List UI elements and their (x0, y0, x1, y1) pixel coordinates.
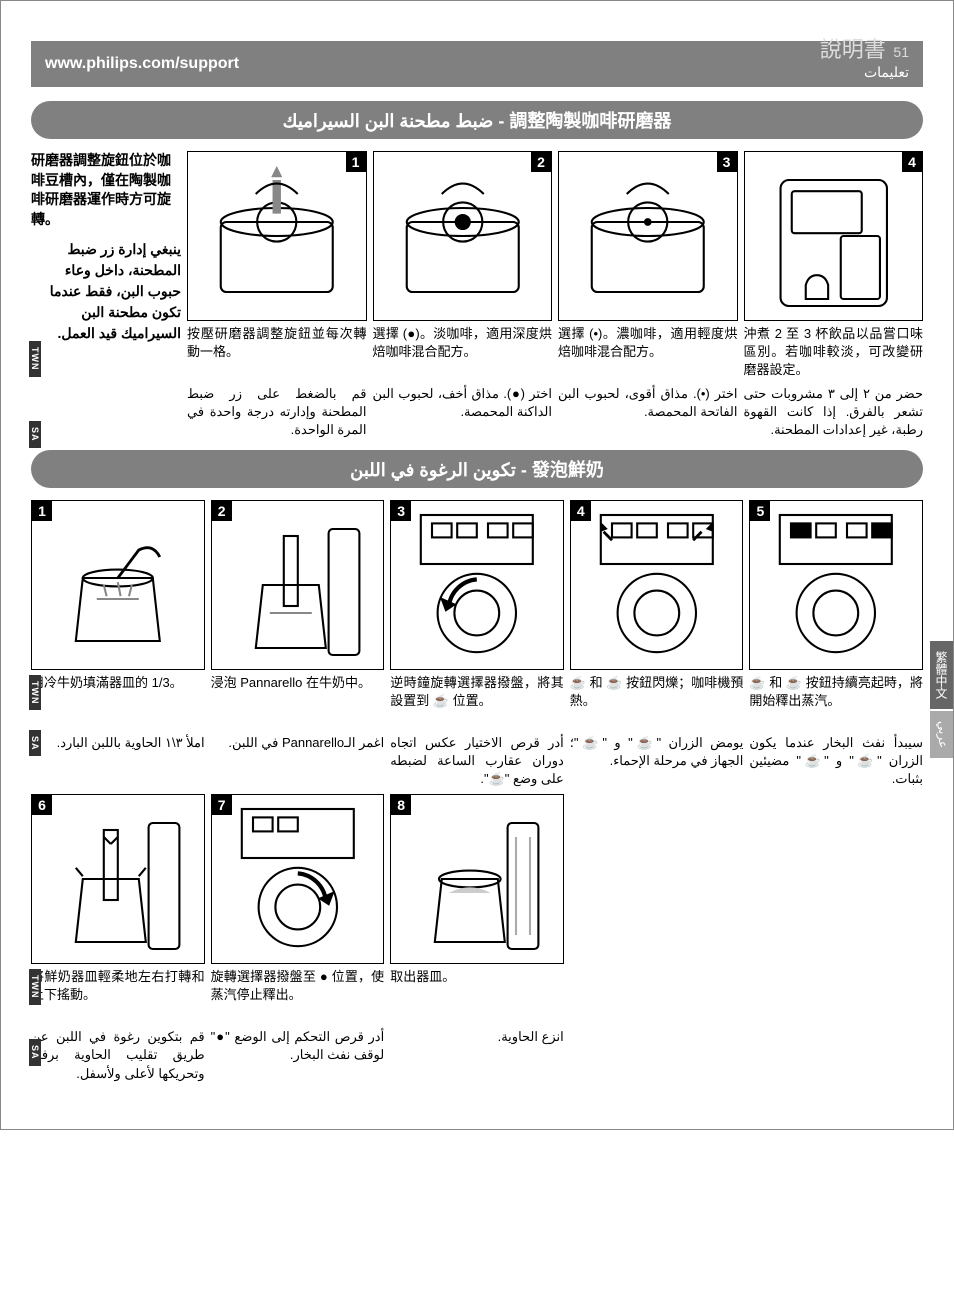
s2-step5-img: 5 (749, 500, 923, 670)
section1-intro-ar: ينبغي إدارة زر ضبط المطحنة، داخل وعاء حب… (31, 239, 181, 344)
step-num: 2 (531, 152, 551, 172)
s2-step5: 5 ☕ 和 ☕ 按鈕持續亮起時，將開始釋出蒸汽。 سيبدأ نفث البخا… (749, 500, 923, 789)
side-tabs: 繁體中文 عربي (930, 641, 953, 760)
cap-zh: ☕ 和 ☕ 按鈕閃爍；咖啡機預熱。 (570, 674, 744, 730)
cap-zh: ☕ 和 ☕ 按鈕持續亮起時，將開始釋出蒸汽。 (749, 674, 923, 730)
section1-intro-col: 研磨器調整旋鈕位於咖啡豆槽內，僅在陶製咖啡研磨器運作時方可旋轉。 ينبغي إ… (31, 151, 181, 344)
cap-zh: 逆時鐘旋轉選擇器撥盤，將其設置到 ☕ 位置。 (390, 674, 564, 730)
step-num: 3 (717, 152, 737, 172)
s1-step4-ar: حضر من ٢ إلى ٣ مشروبات حتى تشعر بالفرق. … (744, 385, 924, 440)
side-tab-zh: 繁體中文 (930, 641, 953, 709)
s2-step2-img: 2 (211, 500, 385, 670)
s1-step2-img: 2 (373, 151, 553, 321)
step-num: 6 (32, 795, 52, 815)
step-num: 5 (750, 501, 770, 521)
cap-ar: أدر قرص الاختيار عكس اتجاه دوران عقارب ا… (390, 734, 564, 789)
cap-zh: 旋轉選擇器撥盤至 ● 位置，使蒸汽停止釋出。 (211, 968, 385, 1024)
s1-step2-zh: 選擇 (●)。淡咖啡，適用深度烘焙咖啡混合配方。 (373, 325, 553, 381)
cap-ar: سيبدأ نفث البخار عندما يكون الزران "☕" و… (749, 734, 923, 789)
s1-step1: 1 按壓研磨器調整旋鈕並每次轉動一格。 قم بالضغط على زر ضبط… (187, 151, 367, 440)
s2-step2: 2 浸泡 Pannarello 在牛奶中。 اغمر الـPannarello… (211, 500, 385, 752)
header-right: 說明書 51 تعليمات (820, 32, 909, 81)
section1-row: TWN SA 研磨器調整旋鈕位於咖啡豆槽內，僅在陶製咖啡研磨器運作時方可旋轉。 … (31, 151, 923, 440)
s2-step6-img: 6 (31, 794, 205, 964)
step-num: 8 (391, 795, 411, 815)
s2-step8-img: 8 (390, 794, 564, 964)
s2-step4: 4 ☕ 和 ☕ 按鈕閃爍；咖啡機預熱。 يومض الزران "☕" و "☕… (570, 500, 744, 770)
s2-step3-img: 3 (390, 500, 564, 670)
s2-step4-img: 4 (570, 500, 744, 670)
cap-zh: 浸泡 Pannarello 在牛奶中。 (211, 674, 385, 730)
cap-zh: 將鮮奶器皿輕柔地左右打轉和上下搖動。 (31, 968, 205, 1024)
s1-step4-zh: 沖煮 2 至 3 杯飲品以品嘗口味區別。若咖啡較淡，可改變研磨器設定。 (744, 325, 924, 381)
section1-title: 調整陶製咖啡研磨器 - ضبط مطحنة البن السيراميك (31, 101, 923, 139)
s2-step1: 1 用冷牛奶填滿器皿的 1/3。 املأ ٣\١ الحاوية باللبن… (31, 500, 205, 752)
s1-step4-img: 4 (744, 151, 924, 321)
s1-step2-ar: اختر (●). مذاق أخف، لحبوب البن الداكنة ا… (373, 385, 553, 421)
cap-zh: 取出器皿。 (390, 968, 564, 1024)
s2-step1-img: 1 (31, 500, 205, 670)
cap-zh: 用冷牛奶填滿器皿的 1/3。 (31, 674, 205, 730)
cap-ar: انزع الحاوية. (390, 1028, 564, 1046)
manual-page: www.philips.com/support 說明書 51 تعليمات 繁… (0, 0, 954, 1130)
section2-title: 發泡鮮奶 - تكوين الرغوة في اللبن (31, 450, 923, 488)
section2-row1: TWN SA 1 用冷牛奶填滿器皿的 1/3。 املأ ٣\١ الحاوية… (31, 500, 923, 789)
step-num: 3 (391, 501, 411, 521)
header-title-ar: تعليمات (820, 64, 909, 81)
step-num: 1 (32, 501, 52, 521)
s1-step3-zh: 選擇 (•)。濃咖啡，適用輕度烘焙咖啡混合配方。 (558, 325, 738, 381)
cap-ar: قم بتكوين رغوة في اللبن عن طريق تقليب ال… (31, 1028, 205, 1083)
s2-step7: 7 旋轉選擇器撥盤至 ● 位置，使蒸汽停止釋出。 أدر قرص التحكم … (211, 794, 385, 1064)
s1-step3: 3 選擇 (•)。濃咖啡，適用輕度烘焙咖啡混合配方。 اختر (•). مذا… (558, 151, 738, 421)
cap-ar: يومض الزران "☕" و "☕"؛ الجهاز في مرحلة ا… (570, 734, 744, 770)
sa-tag: SA (29, 421, 41, 448)
step-num: 7 (212, 795, 232, 815)
section2-row2: TWN SA 6 將鮮奶器皿輕柔地左右打轉和上下搖動。 قم بتكوين رغ… (31, 794, 923, 1083)
page-number: 51 (893, 44, 909, 60)
cap-ar: أدر قرص التحكم إلى الوضع "●" لوقف نفث ال… (211, 1028, 385, 1064)
s2-step8: 8 取出器皿。 انزع الحاوية. (390, 794, 564, 1046)
step-num: 2 (212, 501, 232, 521)
cap-ar: اغمر الـPannarello في اللبن. (211, 734, 385, 752)
sa-tag: SA (29, 1039, 41, 1066)
header-bar: www.philips.com/support 說明書 51 تعليمات (31, 41, 923, 87)
twn-tag: TWN (29, 341, 41, 377)
side-tab-ar: عربي (930, 711, 953, 758)
sa-tag: SA (29, 730, 41, 757)
s2-step7-img: 7 (211, 794, 385, 964)
section1-intro-zh: 研磨器調整旋鈕位於咖啡豆槽內，僅在陶製咖啡研磨器運作時方可旋轉。 (31, 151, 181, 229)
step-num: 4 (571, 501, 591, 521)
s1-step3-img: 3 (558, 151, 738, 321)
header-title-zh: 說明書 (820, 37, 886, 62)
twn-tag: TWN (29, 675, 41, 711)
s1-step1-ar: قم بالضغط على زر ضبط المطحنة وإدارته درج… (187, 385, 367, 440)
cap-ar: املأ ٣\١ الحاوية باللبن البارد. (31, 734, 205, 752)
s1-step1-img: 1 (187, 151, 367, 321)
header-url: www.philips.com/support (45, 55, 239, 73)
step-num: 4 (902, 152, 922, 172)
step-num: 1 (346, 152, 366, 172)
s2-step3: 3 逆時鐘旋轉選擇器撥盤，將其設置到 ☕ 位置。 أدر قرص الاختيا… (390, 500, 564, 789)
s1-step4: 4 沖煮 2 至 3 杯飲品以品嘗口味區別。若咖啡較淡，可改變研磨器設定。 حض… (744, 151, 924, 440)
s1-step1-zh: 按壓研磨器調整旋鈕並每次轉動一格。 (187, 325, 367, 381)
twn-tag: TWN (29, 969, 41, 1005)
s2-step6: 6 將鮮奶器皿輕柔地左右打轉和上下搖動。 قم بتكوين رغوة في ا… (31, 794, 205, 1083)
s1-step2: 2 選擇 (●)。淡咖啡，適用深度烘焙咖啡混合配方。 اختر (●). مذا… (373, 151, 553, 421)
s1-step3-ar: اختر (•). مذاق أقوى، لحبوب البن الفاتحة … (558, 385, 738, 421)
